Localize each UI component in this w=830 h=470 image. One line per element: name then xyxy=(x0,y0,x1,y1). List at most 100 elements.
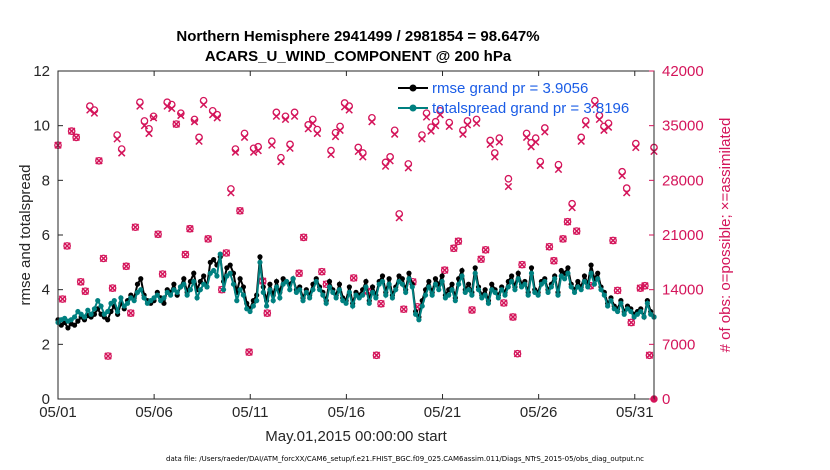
totalspread-point xyxy=(118,295,124,301)
obs-assimilated-point xyxy=(568,203,576,212)
y2-tick-label: 28000 xyxy=(662,172,704,189)
obs-assimilated-point xyxy=(481,246,490,254)
totalspread-point xyxy=(419,303,425,309)
obs-assimilated-point xyxy=(318,267,326,276)
obs-assimilated-stroke xyxy=(622,189,631,197)
rmse-point xyxy=(472,265,478,271)
rmse-point xyxy=(489,281,495,287)
obs-assimilated-stroke xyxy=(86,106,94,114)
totalspread-point xyxy=(267,287,273,293)
obs-assimilated-stroke xyxy=(149,114,158,122)
obs-possible-point xyxy=(131,223,140,232)
obs-assimilated-stroke xyxy=(386,157,394,165)
obs-assimilated-point xyxy=(272,112,281,121)
obs-assimilated-stroke xyxy=(313,129,322,138)
totalspread-point xyxy=(472,270,478,276)
x-tick-label: 05/01 xyxy=(39,404,77,421)
totalspread-point xyxy=(366,300,372,306)
totalspread-point xyxy=(502,292,508,298)
obs-assimilated-point xyxy=(345,106,353,114)
totalspread-point xyxy=(562,276,568,282)
rmse-point xyxy=(273,278,280,285)
rmse-point xyxy=(369,284,376,290)
obs-assimilated-point xyxy=(127,309,135,317)
obs-assimilated-stroke xyxy=(431,121,440,130)
obs-possible-point xyxy=(454,237,463,246)
totalspread-point xyxy=(499,287,505,293)
obs-possible-point xyxy=(613,286,622,295)
obs-assimilated-stroke xyxy=(172,120,181,128)
totalspread-point xyxy=(436,287,442,293)
obs-assimilated-stroke xyxy=(541,128,549,136)
obs-assimilated-point xyxy=(550,257,558,265)
totalspread-point xyxy=(565,270,571,276)
obs-assimilated-point xyxy=(559,235,567,243)
obs-possible-point xyxy=(554,160,563,169)
totalspread-point xyxy=(495,295,501,301)
obs-assimilated-stroke xyxy=(340,103,349,111)
totalspread-point xyxy=(181,281,187,287)
totalspread-point xyxy=(369,289,376,295)
obs-assimilated-point xyxy=(622,189,631,197)
obs-assimilated-stroke xyxy=(204,235,212,243)
rmse-point xyxy=(138,276,144,282)
obs-assimilated-stroke xyxy=(63,242,71,250)
totalspread-point xyxy=(154,292,160,298)
obs-assimilated-point xyxy=(536,161,544,170)
totalspread-point xyxy=(217,251,223,257)
obs-assimilated-point xyxy=(595,115,604,124)
totalspread-point xyxy=(105,308,111,315)
totalspread-point xyxy=(449,287,455,293)
obs-assimilated-stroke xyxy=(122,262,130,270)
totalspread-point xyxy=(614,308,621,315)
obs-assimilated-stroke xyxy=(554,165,563,174)
obs-assimilated-point xyxy=(240,133,249,142)
totalspread-point xyxy=(598,287,604,293)
obs-assimilated-stroke xyxy=(72,133,80,142)
y2-tick-label: 7000 xyxy=(662,336,695,353)
totalspread-point xyxy=(237,287,243,293)
obs-assimilated-point xyxy=(518,260,526,269)
obs-assimilated-stroke xyxy=(131,223,140,231)
totalspread-point xyxy=(446,292,452,298)
obs-assimilated-point xyxy=(67,127,76,135)
totalspread-point xyxy=(485,300,492,306)
obs-assimilated-stroke xyxy=(463,121,472,129)
obs-assimilated-point xyxy=(577,137,585,146)
totalspread-point xyxy=(184,292,190,298)
obs-assimilated-stroke xyxy=(372,351,381,359)
obs-assimilated-point xyxy=(63,242,71,250)
totalspread-point xyxy=(313,278,319,285)
y2-tick-label: 42000 xyxy=(662,63,704,80)
x-axis-label: May.01,2015 00:00:00 start xyxy=(265,428,447,445)
obs-assimilated-point xyxy=(604,123,613,131)
totalspread-point xyxy=(509,278,515,285)
obs-assimilated-point xyxy=(145,129,153,138)
totalspread-point xyxy=(141,295,147,301)
rmse-point xyxy=(588,262,594,268)
totalspread-point xyxy=(277,295,283,301)
totalspread-point xyxy=(194,295,200,301)
totalspread-point xyxy=(641,314,647,320)
totalspread-point xyxy=(422,292,429,298)
obs-assimilated-point xyxy=(249,148,258,156)
obs-possible-point xyxy=(204,235,212,243)
obs-assimilated-point xyxy=(86,106,94,114)
totalspread-point xyxy=(303,289,309,295)
rmse-point xyxy=(482,287,488,293)
totalspread-point xyxy=(300,298,306,304)
totalspread-point xyxy=(515,276,521,282)
rmse-point xyxy=(171,281,177,287)
totalspread-point xyxy=(406,276,412,282)
totalspread-point xyxy=(270,298,276,304)
obs-assimilated-point xyxy=(254,146,262,155)
totalspread-point xyxy=(204,284,210,290)
plot-area xyxy=(54,96,658,403)
rmse-point xyxy=(211,257,217,263)
obs-assimilated-stroke xyxy=(104,352,112,360)
obs-assimilated-stroke xyxy=(641,282,649,290)
obs-assimilated-stroke xyxy=(99,254,108,263)
obs-assimilated-stroke xyxy=(404,164,413,172)
obs-assimilated-stroke xyxy=(181,250,190,259)
